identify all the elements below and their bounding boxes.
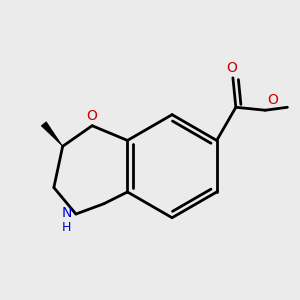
Text: H: H bbox=[61, 221, 70, 234]
Text: O: O bbox=[267, 93, 278, 107]
Polygon shape bbox=[41, 122, 63, 146]
Text: O: O bbox=[226, 61, 237, 76]
Text: O: O bbox=[87, 109, 98, 123]
Text: N: N bbox=[62, 206, 72, 220]
